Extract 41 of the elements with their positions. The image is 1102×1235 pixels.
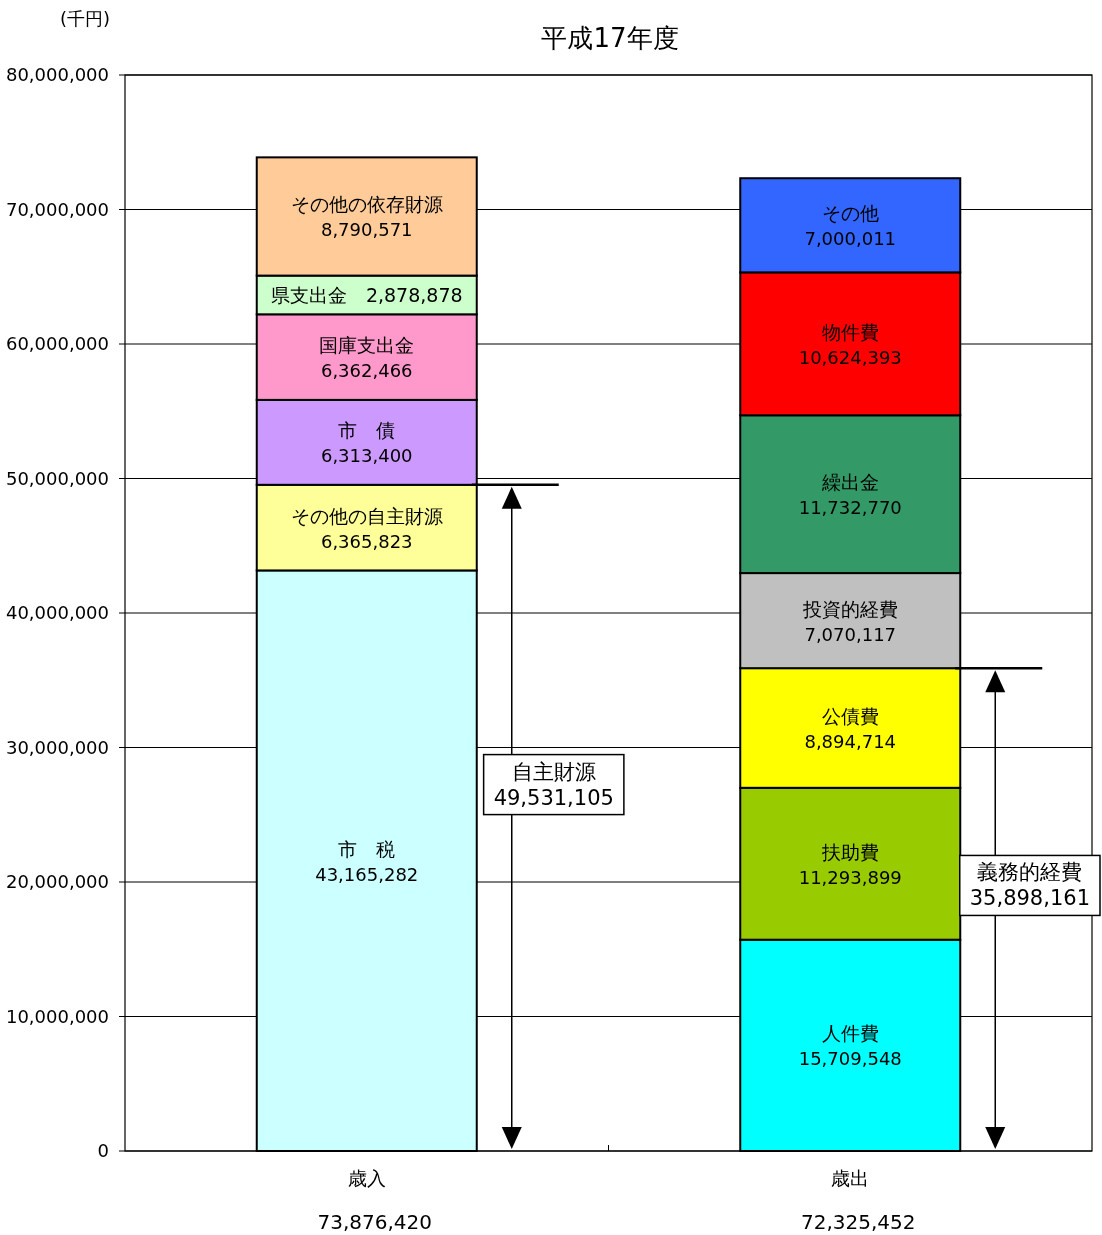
data-label: 7,070,117	[804, 623, 897, 645]
data-label: 6,365,823	[320, 530, 413, 552]
annotation: 自主財源 49,531,105	[493, 759, 614, 810]
data-label: 15,709,548	[798, 1048, 902, 1070]
series-label: 人件費	[821, 1022, 879, 1045]
series-label: 繰出金	[820, 471, 879, 494]
y-tick-label: 10,000,000	[5, 1005, 109, 1027]
series-label: 市 債	[338, 419, 396, 442]
data-label: 7,000,011	[804, 228, 897, 250]
data-label: 11,293,899	[798, 866, 902, 888]
data-label: 8,894,714	[804, 730, 897, 752]
data-label: 8,790,571	[320, 219, 413, 241]
annotation: 義務的経費 35,898,161	[969, 860, 1090, 911]
y-tick-label: 40,000,000	[5, 602, 109, 623]
total-label: 73,876,420	[317, 1210, 433, 1234]
data-label: 6,362,466	[320, 360, 413, 382]
series-label: 物件費	[821, 320, 879, 343]
series-label: 市 税	[338, 837, 396, 860]
y-axis-title: (千円)	[59, 8, 111, 29]
y-tick-label: 0	[97, 1140, 109, 1161]
data-label: 10,624,393	[798, 346, 902, 368]
x-tick-label: 歳出	[831, 1167, 870, 1189]
data-label: 11,732,770	[798, 497, 902, 519]
series-label: その他の自主財源	[290, 504, 443, 527]
y-tick-label: 30,000,000	[5, 736, 109, 758]
series-label: その他の依存財源	[290, 193, 443, 216]
y-tick-label: 20,000,000	[5, 871, 109, 892]
y-tick-label: 50,000,000	[5, 467, 109, 489]
series-label: その他	[821, 202, 879, 225]
x-tick-label: 歳入	[347, 1167, 386, 1189]
y-tick-label: 60,000,000	[5, 333, 109, 354]
data-label: 6,313,400	[320, 445, 413, 467]
series-label: 公債費	[821, 704, 879, 727]
series-label: 国庫支出金	[319, 334, 415, 357]
total-label: 72,325,452	[800, 1210, 916, 1234]
y-tick-label: 70,000,000	[5, 198, 109, 220]
y-tick-label: 80,000,000	[5, 64, 109, 85]
chart-title: 平成17年度	[541, 23, 679, 53]
series-label: 投資的経費	[801, 597, 898, 620]
data-label: 43,165,282	[315, 863, 419, 885]
series-label: 扶助費	[820, 840, 879, 863]
